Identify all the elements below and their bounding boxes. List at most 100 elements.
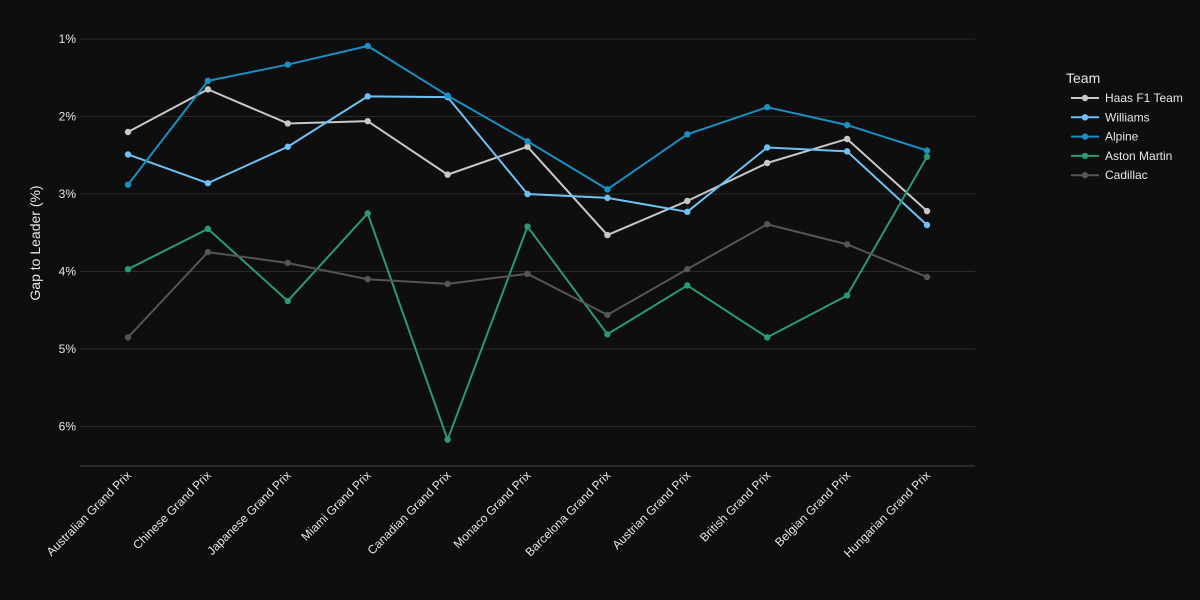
data-point — [364, 210, 371, 217]
x-tick-label: Japanese Grand Prix — [204, 468, 294, 558]
series-line — [127, 223, 928, 339]
data-point — [284, 297, 291, 305]
x-tick-label: Belgian Grand Prix — [772, 468, 853, 549]
series-alpine — [124, 42, 931, 193]
data-point — [684, 131, 691, 138]
series-line — [127, 156, 928, 441]
data-point — [364, 42, 371, 50]
legend-item[interactable]: Williams — [1071, 110, 1150, 124]
data-point — [604, 194, 611, 202]
data-point — [923, 221, 931, 229]
data-point — [843, 148, 851, 155]
x-tick-label: Miami Grand Prix — [298, 468, 373, 543]
data-point — [204, 77, 212, 85]
data-point — [284, 61, 291, 68]
data-point — [124, 151, 132, 158]
legend-item[interactable]: Haas F1 Team — [1071, 91, 1183, 105]
data-point — [204, 225, 212, 233]
x-tick-label: British Grand Prix — [697, 468, 773, 544]
series-aston-martin — [124, 153, 931, 443]
data-point — [764, 104, 771, 111]
x-tick-label: Hungarian Grand Prix — [841, 468, 933, 560]
data-point — [204, 179, 212, 187]
data-point — [764, 221, 771, 228]
data-point — [684, 265, 691, 273]
data-point — [204, 248, 212, 256]
data-point — [843, 292, 851, 299]
data-point — [124, 181, 132, 188]
legend-swatch-marker — [1081, 114, 1089, 121]
series-line — [127, 44, 928, 191]
y-tick-label: 2% — [59, 110, 77, 124]
y-tick-label: 4% — [59, 265, 77, 279]
legend-label: Haas F1 Team — [1105, 91, 1183, 105]
data-point — [684, 282, 691, 289]
legend-swatch-marker — [1081, 172, 1089, 179]
grid — [80, 38, 975, 427]
data-point — [843, 121, 851, 129]
data-point — [923, 273, 931, 281]
data-point — [524, 138, 531, 145]
data-point — [364, 117, 371, 125]
series-cadillac — [124, 221, 931, 341]
y-tick-label: 1% — [59, 32, 77, 46]
data-point — [604, 311, 611, 319]
series-haas-f1-team — [124, 86, 931, 239]
legend-item[interactable]: Aston Martin — [1071, 149, 1172, 163]
x-tick-label: Monaco Grand Prix — [451, 468, 534, 551]
data-point — [364, 93, 371, 100]
legend-swatch-marker — [1081, 133, 1089, 140]
data-point — [604, 331, 611, 338]
data-point — [444, 171, 451, 178]
data-point — [684, 197, 691, 205]
legend-label: Aston Martin — [1105, 149, 1172, 163]
x-tick-label: Australian Grand Prix — [44, 468, 135, 559]
data-point — [444, 436, 451, 443]
data-point — [124, 334, 132, 341]
data-point — [524, 190, 531, 198]
data-point — [604, 231, 611, 239]
data-point — [843, 135, 851, 143]
y-tick-label: 6% — [59, 420, 77, 434]
legend-label: Alpine — [1105, 130, 1139, 144]
data-point — [204, 86, 212, 93]
data-point — [524, 223, 531, 230]
y-axis-ticks: 1% 2% 3% 4% 5% 6% — [59, 32, 77, 434]
data-point — [923, 147, 931, 154]
series-williams — [124, 93, 931, 229]
legend-label: Cadillac — [1105, 168, 1148, 182]
legend-item[interactable]: Alpine — [1071, 130, 1139, 144]
legend: Team Haas F1 Team Williams Alpine Aston Mar… — [1066, 70, 1183, 182]
x-tick-label: Barcelona Grand Prix — [522, 468, 613, 559]
data-point — [444, 280, 451, 288]
data-point — [524, 270, 531, 278]
data-point — [604, 186, 611, 193]
data-point — [284, 143, 291, 150]
data-point — [764, 334, 771, 341]
data-point — [444, 92, 451, 99]
legend-swatch-marker — [1081, 94, 1089, 102]
series-line — [127, 88, 928, 237]
data-point — [684, 208, 691, 216]
y-tick-label: 3% — [59, 187, 77, 201]
data-point — [124, 128, 132, 136]
x-tick-label: Austrian Grand Prix — [609, 468, 693, 552]
x-tick-label: Canadian Grand Prix — [365, 468, 454, 557]
legend-items: Haas F1 Team Williams Alpine Aston Martin Ca… — [1071, 91, 1183, 182]
data-point — [923, 207, 931, 215]
series — [124, 42, 931, 443]
legend-label: Williams — [1105, 110, 1150, 124]
data-point — [124, 265, 132, 273]
y-axis-title: Gap to Leader (%) — [27, 185, 43, 300]
x-tick-label: Chinese Grand Prix — [130, 468, 214, 552]
data-point — [764, 159, 771, 167]
data-point — [284, 120, 291, 127]
legend-title: Team — [1066, 70, 1100, 86]
y-tick-label: 5% — [59, 342, 77, 356]
data-point — [843, 241, 851, 248]
legend-item[interactable]: Cadillac — [1071, 168, 1148, 182]
data-point — [923, 153, 931, 160]
data-point — [364, 276, 371, 283]
